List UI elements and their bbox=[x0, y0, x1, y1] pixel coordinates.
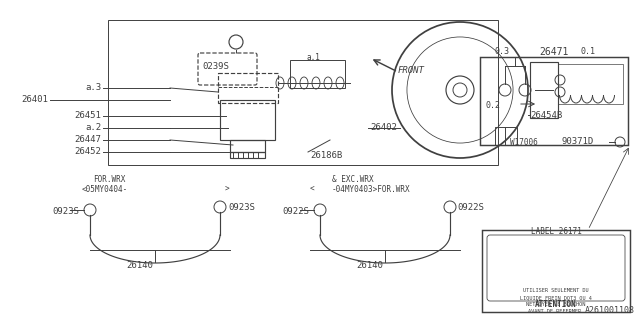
Text: 26140: 26140 bbox=[127, 261, 154, 270]
Bar bbox=[230, 140, 265, 152]
Text: a.1: a.1 bbox=[306, 53, 320, 62]
Text: -04MY0403>FOR.WRX: -04MY0403>FOR.WRX bbox=[332, 185, 411, 194]
Bar bbox=[290, 60, 345, 88]
Text: 26451: 26451 bbox=[74, 111, 101, 121]
Bar bbox=[480, 57, 628, 145]
Bar bbox=[482, 230, 630, 312]
Text: a.2: a.2 bbox=[85, 124, 101, 132]
Text: 26401: 26401 bbox=[21, 95, 48, 105]
Bar bbox=[220, 100, 275, 140]
Text: 0922S: 0922S bbox=[457, 203, 484, 212]
Text: 26471: 26471 bbox=[540, 47, 569, 57]
Text: A261001108: A261001108 bbox=[585, 306, 635, 315]
Text: & EXC.WRX: & EXC.WRX bbox=[332, 175, 374, 184]
Text: FRONT: FRONT bbox=[398, 66, 425, 75]
Text: 0923S: 0923S bbox=[228, 203, 255, 212]
Text: ATTENTION: ATTENTION bbox=[535, 300, 577, 309]
Text: LABEL 26171: LABEL 26171 bbox=[531, 227, 581, 236]
Text: 26402: 26402 bbox=[370, 124, 397, 132]
Text: 26186B: 26186B bbox=[310, 150, 342, 159]
Text: 0923S: 0923S bbox=[52, 207, 79, 217]
Bar bbox=[218, 73, 278, 103]
Bar bbox=[108, 20, 498, 165]
Text: 26140: 26140 bbox=[356, 261, 383, 270]
Bar bbox=[495, 127, 517, 145]
Text: 26447: 26447 bbox=[74, 135, 101, 145]
Text: 0.1: 0.1 bbox=[580, 47, 595, 56]
Text: <: < bbox=[310, 185, 315, 194]
Text: FOR.WRX: FOR.WRX bbox=[93, 175, 125, 184]
Bar bbox=[558, 64, 623, 104]
Text: a.3: a.3 bbox=[85, 84, 101, 92]
Text: 90371D: 90371D bbox=[562, 138, 594, 147]
Text: 26452: 26452 bbox=[74, 148, 101, 156]
Bar bbox=[230, 152, 265, 158]
Text: <05MY0404-: <05MY0404- bbox=[82, 185, 128, 194]
Bar bbox=[530, 62, 558, 118]
Text: UTILISER SEULEMENT DU
LIQUIDE FREIN DOT3 OU 4
NETTOYER LE BOUCHON
AVANT DE REFER: UTILISER SEULEMENT DU LIQUIDE FREIN DOT3… bbox=[520, 288, 592, 314]
Text: 26454B: 26454B bbox=[530, 110, 563, 119]
Text: 0922S: 0922S bbox=[282, 207, 309, 217]
Text: 0239S: 0239S bbox=[203, 62, 229, 71]
Text: 0.3: 0.3 bbox=[495, 47, 509, 56]
Text: W17006: W17006 bbox=[510, 138, 538, 147]
Text: 0.2: 0.2 bbox=[486, 101, 501, 110]
Text: >: > bbox=[225, 185, 230, 194]
